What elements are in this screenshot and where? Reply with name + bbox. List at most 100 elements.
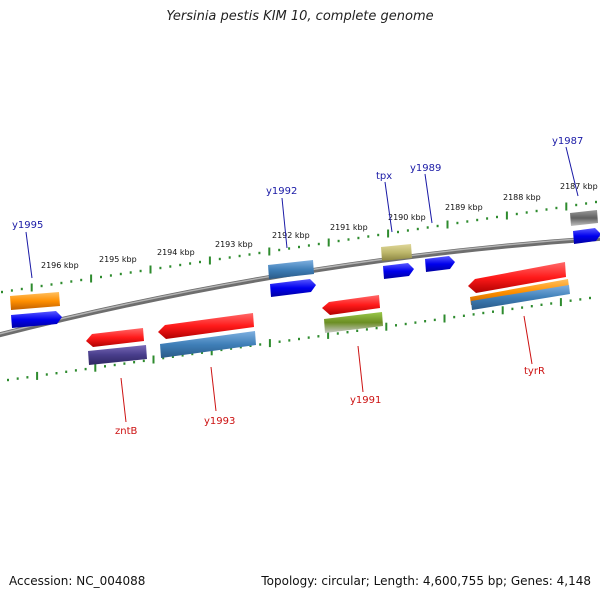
scale-tick-minor [436, 224, 439, 228]
scale-tick-minor [228, 256, 231, 259]
cds-arrow[interactable] [322, 295, 380, 315]
scale-tick-minor [10, 289, 13, 292]
scale-tick-minor [133, 361, 136, 364]
features-reverse [86, 262, 570, 365]
scale-tick-minor [307, 244, 310, 247]
cds-arrow[interactable] [158, 313, 254, 339]
gene-label-zntB[interactable]: zntB [115, 426, 138, 437]
cds-arrow[interactable] [270, 279, 316, 297]
scale-tick-major [443, 314, 446, 323]
leader-line-y1993 [210, 366, 217, 412]
scale-tick-minor [189, 262, 192, 265]
gene-label-y1993[interactable]: y1993 [204, 416, 235, 427]
scale-tick-minor [575, 203, 578, 207]
scale-tick-minor [104, 365, 106, 368]
scale-tick-minor [416, 227, 419, 231]
scale-tick-minor [357, 236, 360, 240]
leader-line-zntB [120, 377, 127, 423]
scale-tick-minor [424, 320, 427, 323]
cds-arrow[interactable] [86, 328, 144, 347]
gene-label-tyrR[interactable]: tyrR [524, 366, 545, 377]
cds-arrow[interactable] [11, 311, 62, 328]
scale-tick-minor [278, 248, 281, 252]
scale-tick-minor [375, 326, 378, 330]
cds-arrow[interactable] [573, 228, 600, 244]
scale-tick-minor [472, 313, 475, 316]
scale-tick-minor [50, 283, 53, 286]
scale-tick-minor [406, 229, 409, 232]
scale-tick-minor [239, 346, 242, 349]
scale-tick-minor [317, 335, 320, 338]
scale-tick-minor [346, 331, 349, 334]
scale-tick-minor [530, 305, 533, 308]
scale-tick-minor [65, 370, 68, 373]
scale-tick-minor [535, 209, 538, 213]
scale-tick-minor [74, 369, 77, 372]
accession-label: Accession: NC_004088 [9, 574, 146, 588]
gene-feature[interactable] [570, 210, 598, 226]
scale-tick-major [268, 247, 271, 256]
gene-label-y1989[interactable]: y1989 [410, 163, 441, 174]
scale-tick-minor [288, 339, 291, 342]
scale-label: 2187 kbp [560, 182, 598, 191]
gene-label-tpx[interactable]: tpx [376, 171, 392, 182]
gene-feature[interactable] [381, 244, 412, 261]
scale-label: 2192 kbp [272, 231, 310, 240]
scale-label: 2188 kbp [503, 193, 541, 202]
scale-tick-minor [397, 230, 399, 234]
scale-label: 2189 kbp [445, 203, 483, 212]
leader-lines [25, 146, 579, 423]
scale-tick-minor [540, 303, 543, 306]
scale-tick-major [327, 330, 330, 339]
gene-feature[interactable] [324, 312, 383, 333]
leader-line-y1987 [565, 146, 579, 197]
scale-tick-minor [492, 310, 494, 313]
gene-feature[interactable] [471, 285, 570, 310]
cds-arrow[interactable] [425, 256, 455, 272]
scale-tick-major [94, 363, 97, 372]
scale-tick-minor [595, 200, 597, 204]
scale-tick-minor [162, 356, 165, 360]
scale-tick-major [446, 220, 449, 229]
scale-tick-minor [60, 281, 63, 285]
cds-arrow[interactable] [468, 262, 566, 293]
leader-line-y1995 [25, 231, 33, 279]
scale-tick-minor [426, 226, 429, 229]
cds-arrow[interactable] [383, 263, 414, 279]
scale-tick-minor [80, 278, 83, 282]
scale-label: 2190 kbp [388, 213, 426, 222]
scale-tick-major [385, 322, 388, 331]
scale-tick-minor [466, 220, 469, 223]
scale-tick-minor [395, 324, 397, 327]
scale-tick-minor [123, 362, 126, 365]
gene-feature[interactable] [10, 292, 60, 310]
scale-tick-minor [139, 269, 142, 273]
gene-feature[interactable] [88, 345, 147, 365]
gene-feature[interactable] [160, 331, 256, 358]
scale-tick-minor [585, 202, 588, 205]
scale-tick-minor [288, 247, 291, 250]
gene-feature[interactable] [268, 260, 314, 279]
scale-tick-minor [511, 307, 514, 311]
scale-tick-major [90, 274, 93, 283]
leader-line-tpx [384, 181, 393, 233]
gene-label-y1991[interactable]: y1991 [350, 395, 381, 406]
scale-tick-minor [476, 218, 479, 222]
gene-label-y1987[interactable]: y1987 [552, 136, 583, 147]
scale-tick-minor [199, 260, 201, 264]
gene-label-y1995[interactable]: y1995 [12, 220, 43, 231]
scale-tick-minor [356, 329, 359, 332]
scale-tick-minor [84, 367, 87, 371]
scale-tick-minor [142, 359, 145, 363]
scale-tick-minor [298, 337, 300, 341]
scale-tick-minor [109, 274, 112, 277]
scale-tick-major [149, 265, 152, 274]
scale-tick-minor [26, 376, 29, 379]
scale-tick-minor [201, 351, 203, 354]
scale-tick-minor [336, 332, 339, 335]
scale-tick-major [501, 306, 504, 315]
scale-tick-major [505, 211, 508, 220]
scale-tick-major [268, 339, 271, 348]
gene-label-y1992[interactable]: y1992 [266, 186, 297, 197]
